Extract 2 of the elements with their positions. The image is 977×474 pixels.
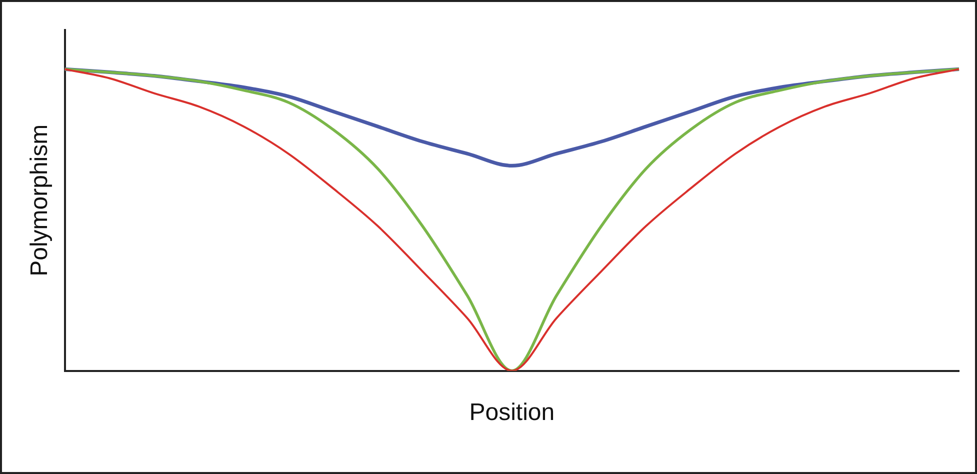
x-axis-title: Position: [469, 399, 555, 426]
y-axis-title: Polymorphism: [26, 124, 54, 276]
